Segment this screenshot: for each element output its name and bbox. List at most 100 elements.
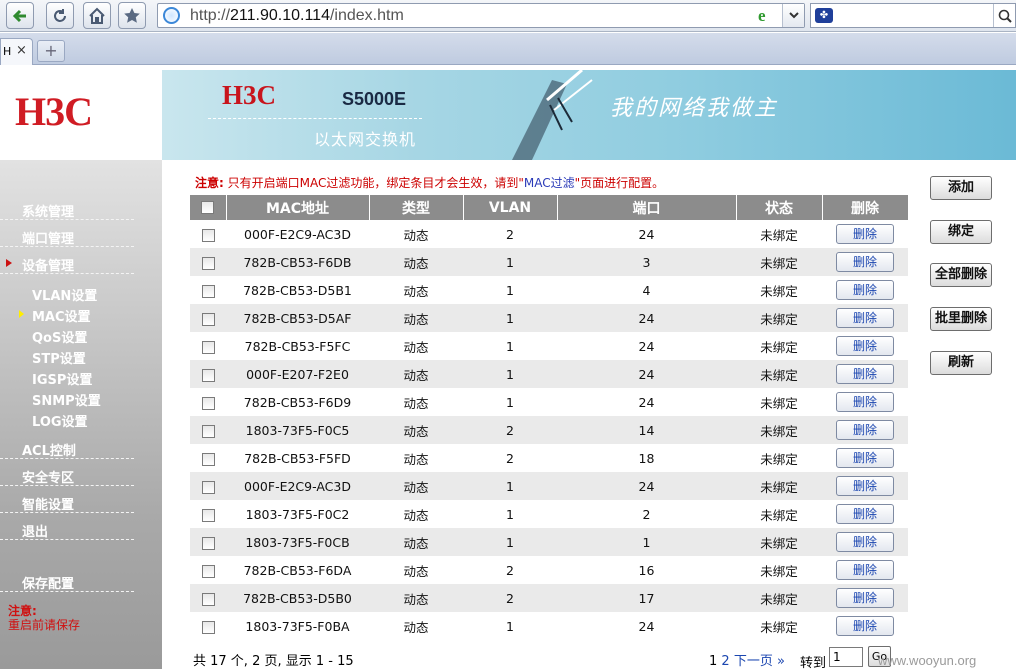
- cell-mac: 782B-CB53-F6DA: [226, 556, 369, 584]
- row-delete-button[interactable]: 删除: [836, 560, 894, 580]
- sidebar-sub-label: IGSP设置: [32, 373, 93, 388]
- row-delete-button[interactable]: 删除: [836, 252, 894, 272]
- select-all-checkbox[interactable]: [201, 201, 215, 214]
- row-checkbox[interactable]: [201, 508, 215, 522]
- sidebar-item-device[interactable]: 设备管理: [0, 252, 134, 274]
- row-checkbox[interactable]: [201, 424, 215, 438]
- row-delete-button[interactable]: 删除: [836, 364, 894, 384]
- address-dropdown-button[interactable]: [782, 4, 804, 27]
- sidebar-sub-snmp[interactable]: SNMP设置: [0, 388, 134, 409]
- row-delete-button[interactable]: 删除: [836, 420, 894, 440]
- tab-close-icon[interactable]: ×: [16, 43, 27, 58]
- row-checkbox[interactable]: [201, 480, 215, 494]
- sidebar-sub-igsp[interactable]: IGSP设置: [0, 367, 134, 388]
- mac-filter-link[interactable]: MAC过滤: [523, 176, 575, 190]
- page-2-link[interactable]: 2: [721, 654, 730, 669]
- cell-type: 动态: [369, 332, 463, 360]
- cell-mac: 782B-CB53-D5AF: [226, 304, 369, 332]
- home-button[interactable]: [83, 2, 111, 29]
- sidebar-sub-vlan[interactable]: VLAN设置: [0, 283, 134, 304]
- sidebar-save-config[interactable]: 保存配置: [0, 570, 134, 592]
- delete-all-button[interactable]: 全部删除: [930, 263, 992, 287]
- row-delete-button[interactable]: 删除: [836, 532, 894, 552]
- browser-toolbar: http://211.90.10.114/index.htm e ✤: [0, 0, 1016, 32]
- row-checkbox[interactable]: [201, 452, 215, 466]
- cell-status: 未绑定: [736, 500, 822, 528]
- row-delete-button[interactable]: 删除: [836, 616, 894, 636]
- row-select-cell: [190, 388, 226, 416]
- refresh-button[interactable]: [46, 2, 74, 29]
- cell-port: 24: [557, 360, 736, 388]
- row-delete-button[interactable]: 删除: [836, 476, 894, 496]
- row-checkbox[interactable]: [201, 536, 215, 550]
- cell-mac: 782B-CB53-F5FD: [226, 444, 369, 472]
- cell-vlan: 1: [463, 612, 557, 640]
- last-page-link[interactable]: »: [777, 654, 785, 669]
- cell-delete: 删除: [822, 304, 908, 332]
- sidebar-sub-log[interactable]: LOG设置: [0, 409, 134, 430]
- row-delete-button[interactable]: 删除: [836, 588, 894, 608]
- notice-text-end: "页面进行配置。: [574, 176, 665, 190]
- sidebar-sub-stp[interactable]: STP设置: [0, 346, 134, 367]
- cell-port: 24: [557, 220, 736, 248]
- bind-button[interactable]: 绑定: [930, 220, 992, 244]
- sidebar-item-system[interactable]: 系统管理: [0, 198, 134, 220]
- col-header-mac: MAC地址: [226, 195, 370, 220]
- row-select-cell: [190, 360, 226, 388]
- cell-status: 未绑定: [736, 556, 822, 584]
- sidebar-note-text: 重启前请保存: [8, 618, 81, 632]
- search-box[interactable]: ✤: [810, 3, 1016, 28]
- go-button[interactable]: Go: [868, 646, 891, 667]
- row-checkbox[interactable]: [201, 256, 215, 270]
- refresh-list-button[interactable]: 刷新: [930, 351, 992, 375]
- browser-tab[interactable]: H ×: [0, 38, 33, 65]
- row-delete-button[interactable]: 删除: [836, 280, 894, 300]
- row-checkbox[interactable]: [201, 312, 215, 326]
- row-checkbox[interactable]: [201, 228, 215, 242]
- favorites-button[interactable]: [118, 2, 146, 29]
- address-url[interactable]: http://211.90.10.114/index.htm: [190, 7, 404, 24]
- next-page-link[interactable]: 下一页: [733, 654, 773, 669]
- sidebar-item-port[interactable]: 端口管理: [0, 225, 134, 247]
- new-tab-button[interactable]: +: [37, 40, 65, 62]
- pager-summary: 共 17 个, 2 页, 显示 1 - 15: [193, 654, 354, 669]
- row-checkbox[interactable]: [201, 620, 215, 634]
- cell-delete: 删除: [822, 500, 908, 528]
- page-1-current: 1: [709, 654, 718, 669]
- cell-delete: 删除: [822, 388, 908, 416]
- ie-compat-icon[interactable]: e: [758, 6, 766, 25]
- row-checkbox[interactable]: [201, 564, 215, 578]
- row-delete-button[interactable]: 删除: [836, 448, 894, 468]
- sidebar-sub-mac[interactable]: MAC设置: [0, 304, 134, 325]
- search-button[interactable]: [993, 4, 1015, 27]
- pager-links: 1 2 下一页 »: [709, 650, 785, 669]
- row-checkbox[interactable]: [201, 592, 215, 606]
- cell-mac: 1803-73F5-F0CB: [226, 528, 369, 556]
- goto-page-input[interactable]: 1: [829, 647, 863, 667]
- sidebar-item-smart[interactable]: 智能设置: [0, 491, 134, 513]
- sidebar-item-acl[interactable]: ACL控制: [0, 437, 134, 459]
- sidebar-item-logout[interactable]: 退出: [0, 518, 134, 540]
- batch-delete-button[interactable]: 批里删除: [930, 307, 992, 331]
- cell-port: 24: [557, 612, 736, 640]
- row-delete-button[interactable]: 删除: [836, 336, 894, 356]
- sidebar-item-label: 系统管理: [22, 205, 75, 220]
- address-bar[interactable]: http://211.90.10.114/index.htm e: [157, 3, 805, 28]
- row-checkbox[interactable]: [201, 368, 215, 382]
- row-delete-button[interactable]: 删除: [836, 392, 894, 412]
- row-delete-button[interactable]: 删除: [836, 308, 894, 328]
- row-delete-button[interactable]: 删除: [836, 504, 894, 524]
- cell-mac: 782B-CB53-D5B0: [226, 584, 369, 612]
- sidebar-item-label: ACL控制: [22, 444, 76, 459]
- sidebar-item-security[interactable]: 安全专区: [0, 464, 134, 486]
- row-delete-button[interactable]: 删除: [836, 224, 894, 244]
- row-checkbox[interactable]: [201, 340, 215, 354]
- cell-port: 24: [557, 332, 736, 360]
- add-button[interactable]: 添加: [930, 176, 992, 200]
- cell-vlan: 1: [463, 528, 557, 556]
- cell-vlan: 2: [463, 444, 557, 472]
- row-checkbox[interactable]: [201, 396, 215, 410]
- row-checkbox[interactable]: [201, 284, 215, 298]
- sidebar-sub-qos[interactable]: QoS设置: [0, 325, 134, 346]
- back-button[interactable]: [6, 2, 34, 29]
